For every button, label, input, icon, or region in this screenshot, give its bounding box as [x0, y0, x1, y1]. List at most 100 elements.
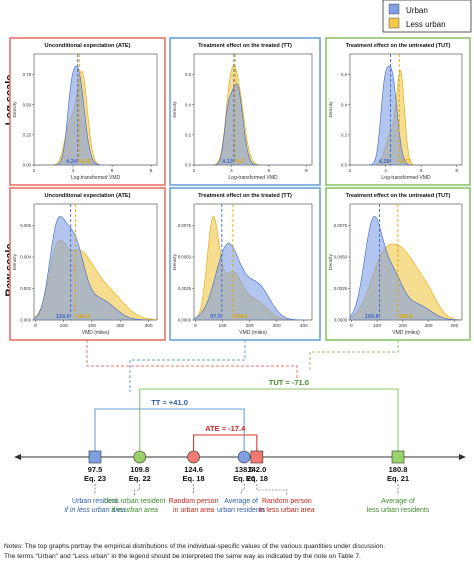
- x-tick-label: 400: [145, 323, 153, 329]
- x-tick-label: 100: [218, 323, 226, 329]
- y-tick-label: 0.0: [185, 163, 192, 168]
- marker-equation: Eq. 21: [387, 474, 409, 483]
- panel-title: Unconditional expectation (ATE): [45, 43, 131, 49]
- ate-connector: [86, 340, 298, 379]
- marker-138.5: 138.5Eq. 20 Average of urban residents: [217, 450, 266, 514]
- legend-swatch-less-urban: [388, 17, 400, 29]
- tut-bracket: [139, 388, 399, 451]
- marker-description-line-2: if in less urban area: [64, 507, 125, 514]
- x-tick-label: 6: [268, 168, 271, 174]
- panel-log-tt: Treatment effect on the treated (TT) 4.13…: [169, 37, 321, 186]
- less-urban-mean-label: 4.2: [236, 159, 244, 165]
- marker-leader: [134, 484, 141, 495]
- urban-mean-label: 109.8: [365, 314, 379, 320]
- marker-description-line-2: if in urban area: [111, 507, 158, 514]
- marker-124.6: 124.6Eq. 18 Random person in urban area: [169, 450, 219, 514]
- y-tick-label: 0.25: [23, 132, 32, 137]
- less-urban-mean-label: 180.8: [399, 314, 413, 320]
- urban-mean-label: 4.24: [66, 159, 78, 165]
- y-axis-label: Density: [12, 253, 18, 270]
- axis-arrow-left: [14, 454, 21, 460]
- x-tick-label: 300: [273, 323, 281, 329]
- y-tick-label: 0.00: [23, 163, 32, 168]
- marker-value: 124.6: [184, 465, 203, 474]
- note-line-1: Notes: The top graphs portray the empiri…: [4, 543, 385, 550]
- note-line-2: The terms “Urban” and “Less urban” in th…: [4, 553, 361, 560]
- y-tick-label: 0.75: [23, 72, 32, 77]
- marker-square: [88, 450, 102, 464]
- y-axis-label: Density: [172, 101, 178, 118]
- legend: Urban Less urban: [382, 0, 472, 33]
- urban-mean-label: 4.28: [379, 159, 390, 165]
- marker-180.8: 180.8Eq. 21 Average of less urban resident…: [367, 450, 430, 514]
- x-tick-label: 200: [399, 323, 407, 329]
- urban-density: [34, 65, 157, 166]
- marker-value: 109.8: [130, 465, 149, 474]
- marker-circle: [133, 450, 147, 464]
- marker-description-line-1: Less urban resident: [104, 498, 166, 505]
- y-tick-label: 0.50: [23, 102, 32, 107]
- y-tick-label: 0.6: [341, 72, 348, 77]
- panel-title: Treatment effect on the untreated (TUT): [346, 43, 451, 49]
- marker-leader: [240, 484, 245, 495]
- marker-leader: [256, 484, 288, 495]
- legend-label-less-urban: Less urban: [406, 20, 446, 29]
- legend-swatch-urban: [388, 3, 400, 15]
- y-tick-label: 0.0: [341, 163, 348, 168]
- marker-description-line-2: less urban residents: [367, 507, 430, 514]
- panel-log-ate: Unconditional expectation (ATE) 4.24 4.32 2…: [9, 37, 166, 186]
- y-tick-label: 0.0025: [178, 286, 192, 291]
- marker-description-line-1: Urban resident: [72, 498, 118, 505]
- x-tick-label: 100: [60, 323, 68, 329]
- less-urban-mean-label: 142.0: [77, 314, 91, 320]
- marker-equation: Eq. 18: [183, 474, 205, 483]
- marker-109.8: 109.8Eq. 22 Less urban resident if in urba…: [104, 450, 166, 514]
- y-tick-label: 0.0050: [334, 255, 348, 260]
- marker-description-line-2: urban residents: [217, 507, 266, 514]
- marker-description-line-1: Average of: [381, 498, 415, 505]
- y-axis-label: Density: [328, 101, 334, 118]
- marker-description-line-2: in less urban area: [259, 507, 315, 514]
- marker-value: 138.5: [235, 465, 254, 474]
- x-tick-label: 2: [193, 168, 196, 174]
- x-axis-label: VMD (miles): [239, 330, 267, 336]
- legend-label-urban: Urban: [406, 6, 428, 15]
- x-axis-label: Log-transformed VMD: [71, 175, 121, 181]
- axis-arrow-right: [459, 454, 466, 460]
- x-tick-label: 300: [425, 323, 433, 329]
- x-tick-label: 4: [72, 168, 75, 174]
- x-tick-label: 8: [150, 168, 153, 174]
- marker-equation: Eq. 23: [84, 474, 106, 483]
- x-axis-label: Log-transformed VMD: [381, 175, 431, 181]
- x-axis-label: VMD (miles): [82, 330, 110, 336]
- x-tick-label: 100: [373, 323, 381, 329]
- urban-mean-label: 124.6: [56, 314, 70, 320]
- panel-title: Treatment effect on the untreated (TUT): [346, 193, 451, 199]
- x-tick-label: 0: [34, 323, 37, 329]
- marker-description-line-2: in urban area: [173, 507, 214, 514]
- y-tick-label: 0.0000: [178, 318, 192, 323]
- ate-label: ATE = -17.4: [205, 424, 246, 433]
- x-tick-label: 8: [455, 168, 458, 174]
- tt-connector: [129, 340, 246, 392]
- y-tick-label: 0.0050: [178, 255, 192, 260]
- x-axis-label: VMD (miles): [392, 330, 420, 336]
- marker-circle: [187, 450, 200, 464]
- panel-raw-ate: Unconditional expectation (ATE) 124.6 142.…: [9, 187, 166, 341]
- x-tick-label: 4: [230, 168, 233, 174]
- y-axis-label: Density: [172, 253, 178, 270]
- marker-square: [250, 450, 264, 464]
- y-tick-label: 0.0000: [334, 318, 348, 323]
- y-tick-label: 0.4: [341, 102, 348, 107]
- marker-value: 142.0: [247, 465, 266, 474]
- marker-equation: Eq. 22: [129, 474, 151, 483]
- y-tick-label: 0.0075: [178, 223, 192, 228]
- marker-description-line-1: Random person: [262, 498, 312, 505]
- x-tick-label: 4: [384, 168, 387, 174]
- x-tick-label: 0: [194, 323, 197, 329]
- x-tick-label: 400: [300, 323, 308, 329]
- tut-label: TUT = -71.0: [269, 378, 309, 387]
- y-tick-label: 0.002: [20, 286, 31, 291]
